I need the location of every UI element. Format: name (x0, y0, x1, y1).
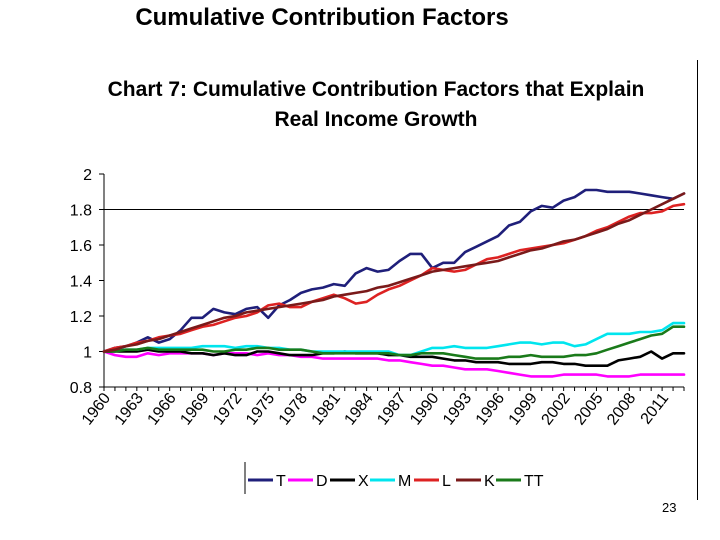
slide-title-text: Cumulative Contribution Factors (135, 4, 509, 31)
y-axis: 0.8 1 1.2 1.4 1.6 1.8 2 (70, 167, 684, 397)
x-tick-label: 1966 (145, 390, 180, 429)
chart-subtitle: Real Income Growth (274, 108, 477, 131)
x-tick-label: 1999 (506, 390, 541, 429)
legend-label-tt: TT (524, 473, 544, 490)
legend-label-x: X (358, 473, 369, 490)
x-tick-label: 1972 (210, 390, 245, 429)
x-tick-label: 2002 (538, 390, 573, 429)
x-tick-label: 2008 (604, 390, 639, 429)
y-tick-label: 1.6 (70, 238, 92, 255)
x-tick-label: 2005 (571, 390, 606, 429)
series-line-tt (102, 325, 686, 360)
x-tick-label: 1993 (440, 390, 475, 429)
x-tick-label: 2011 (638, 390, 673, 428)
y-tick-label: 1.8 (70, 203, 92, 220)
page-number: 23 (662, 500, 677, 515)
x-tick-label: 1981 (309, 390, 344, 429)
x-tick-label: 1969 (177, 390, 212, 429)
legend-label-d: D (316, 473, 328, 490)
x-tick-label: 1996 (473, 390, 508, 429)
y-tick-label: 1.2 (70, 309, 92, 326)
legend-label-m: M (398, 473, 411, 490)
slide-title: Cumulative Contribution Factors (0, 4, 720, 32)
y-tick-label: 0.8 (70, 380, 92, 397)
x-tick-label: 1978 (276, 390, 311, 429)
series-line-k (102, 192, 686, 353)
x-tick-label: 1984 (341, 390, 376, 429)
x-tick-label: 1963 (112, 390, 147, 429)
legend-label-t: T (276, 473, 286, 490)
x-axis: 1960196319661969197219751978198119841987… (79, 386, 685, 429)
x-tick-label: 1975 (243, 390, 278, 429)
x-tick-label: 1987 (374, 390, 409, 429)
x-tick-label: 1990 (407, 390, 442, 429)
y-tick-label: 2 (83, 167, 92, 184)
right-divider (697, 60, 698, 500)
y-tick-label: 1 (83, 345, 92, 362)
legend-label-k: K (484, 473, 495, 490)
series-line-t (102, 188, 686, 353)
legend-label-l: L (442, 473, 451, 490)
legend: T D X M L K TT (244, 462, 544, 494)
series-lines (102, 188, 686, 378)
y-tick-label: 1.4 (70, 274, 92, 291)
chart-title: Chart 7: Cumulative Contribution Factors… (108, 78, 645, 101)
